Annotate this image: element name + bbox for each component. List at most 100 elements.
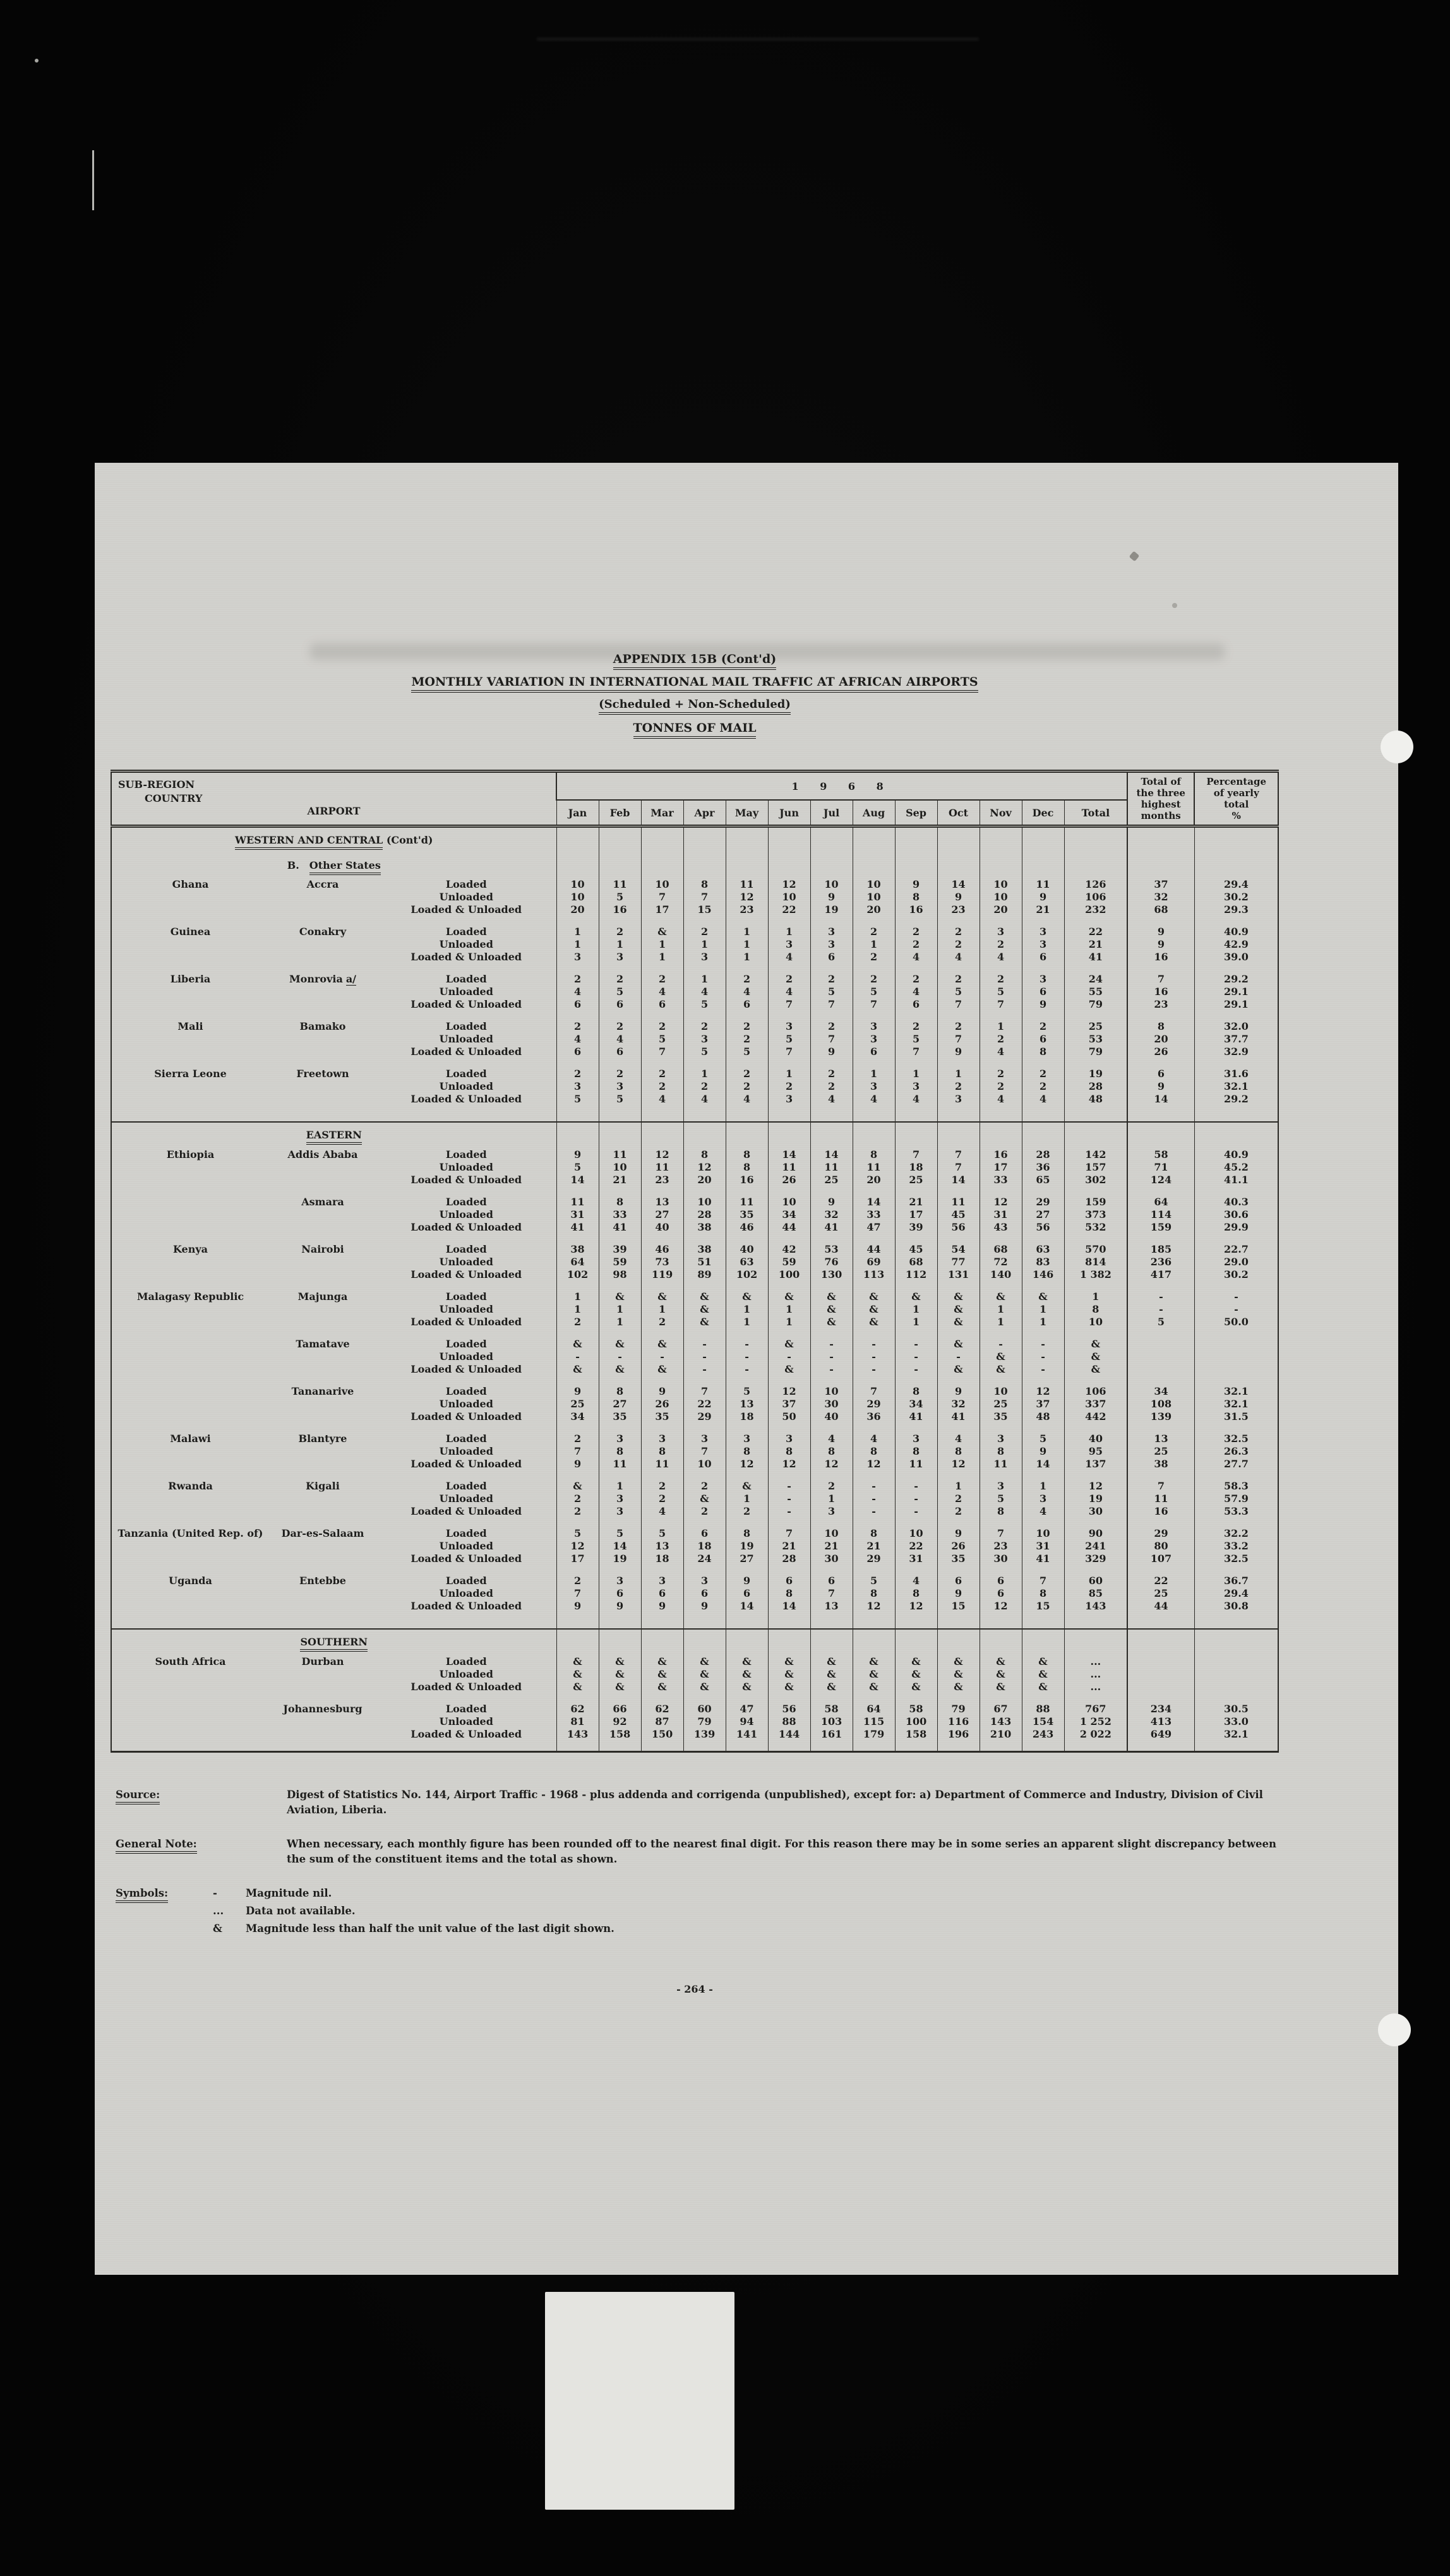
month-value-cell: 8 [598,1385,642,1398]
percentage-cell: 45.2 [1194,1160,1279,1174]
three-highest-cell: 9 [1127,925,1195,938]
month-value-cell: 3 [852,1020,896,1033]
three-highest-cell: 16 [1127,985,1195,998]
month-value-cell: & [979,1290,1022,1303]
month-value-cell: 11 [979,1457,1022,1470]
month-value-cell: 11 [598,1457,642,1470]
section-month-cell [810,1121,853,1148]
section-month-cell [556,826,599,853]
gap-month-cell [810,1375,853,1385]
month-value-cell: 4 [894,985,938,998]
percentage-cell: 32.1 [1194,1727,1279,1741]
gap-month-cell [894,1470,938,1480]
symbol-meaning: Data not available. [246,1904,356,1917]
month-value-cell: 9 [810,1045,853,1058]
gap-month-cell [894,1105,938,1122]
table-row: Loaded & Unloaded 5 5 4 4 4 3 4 4 4 3 4 4 48 14 29.2 [111,1092,1279,1106]
subsection-month-cell [937,852,980,878]
month-value-cell: 2 [725,1020,769,1033]
percentage-cell: 29.1 [1194,985,1279,998]
table-row: Tananarive Loaded 9 8 9 7 5 12 10 7 8 9 10 12 106 34 32.… [111,1385,1279,1398]
three-highest-cell: 26 [1127,1045,1195,1058]
three-highest-header: Total of the three highest months [1127,771,1195,828]
film-speck [35,59,39,63]
month-value-cell: 6 [767,1574,811,1587]
percentage-cell: 26.3 [1194,1445,1279,1458]
month-value-cell: & [937,1680,980,1693]
month-value-cell: 12 [725,890,769,903]
total-header: Total [1064,800,1128,828]
month-value-cell: 2 [640,1067,684,1080]
percentage-cell: 30.2 [1194,1268,1279,1281]
month-value-cell: 2 [725,1080,769,1093]
month-value-cell: 25 [979,1397,1022,1410]
month-value-cell: 3 [979,1432,1022,1445]
month-value-cell: 158 [894,1727,938,1741]
month-value-cell: 3 [810,1505,853,1518]
month-header: Aug [852,800,896,828]
three-highest-cell: 32 [1127,890,1195,903]
total-cell: 159 [1064,1195,1128,1208]
month-value-cell: 12 [556,1539,599,1553]
month-value-cell: 8 [979,1505,1022,1518]
airport-cell [269,1221,376,1234]
month-value-cell: & [810,1655,853,1668]
country-cell: Liberia [170,972,211,985]
gap-month-cell [852,1565,896,1575]
source-row: Source: Digest of Statistics No. 144, Ai… [116,1787,1375,1818]
percentage-cell: 33.2 [1194,1539,1279,1553]
month-value-cell: 3 [640,1432,684,1445]
month-value-cell: 131 [937,1268,980,1281]
page-speck [1172,603,1177,608]
gap-month-cell [725,1740,769,1752]
gap-month-cell [556,963,599,973]
section-month-cell [725,1121,769,1148]
country-cell [111,1161,269,1174]
gap-month-cell [767,1105,811,1122]
subsection-title-row: B. Other States [111,852,1279,878]
month-value-cell: & [894,1680,938,1693]
gap-month-cell [937,1565,980,1575]
category-cell: Loaded [445,1385,487,1397]
gap-month-cell [1021,1186,1065,1196]
gap-month-cell [598,1740,642,1752]
month-value-cell: 38 [683,1243,726,1256]
month-value-cell: - [894,1479,938,1493]
gap-total-cell [1064,1517,1128,1527]
three-highest-cell: 25 [1127,1445,1195,1458]
gap-month-cell [1021,1422,1065,1433]
month-value-cell: 41 [810,1220,853,1234]
three-highest-cell: - [1127,1303,1195,1316]
month-value-cell: 2 [894,925,938,938]
month-value-cell: 1 [1021,1479,1065,1493]
month-value-cell: & [683,1680,726,1693]
month-value-cell: & [640,1290,684,1303]
month-value-cell: 2 [725,1505,769,1518]
month-value-cell: & [1021,1655,1065,1668]
month-value-cell: 3 [937,1092,980,1106]
category-cell: Loaded & Unloaded [410,1410,522,1422]
month-value-cell: 37 [767,1397,811,1410]
percentage-cell: 42.9 [1194,938,1279,951]
month-value-cell: 3 [1021,1492,1065,1505]
group-gap-row [111,1233,1279,1243]
month-value-cell: - [1021,1363,1065,1376]
airport-cell: Freetown [296,1067,349,1080]
month-value-cell: 1 [683,1067,726,1080]
month-value-cell: - [810,1350,853,1363]
month-value-cell: 10 [810,878,853,891]
month-value-cell: 1 [767,1315,811,1328]
table-row: Loaded & Unloaded 102 98 119 89 102 100 130 113 1… [111,1268,1279,1281]
month-value-cell: - [767,1479,811,1493]
month-value-cell: 113 [852,1268,896,1281]
month-value-cell: 143 [556,1727,599,1741]
gap-month-cell [810,1693,853,1703]
gap-month-cell [683,1280,726,1291]
gap-month-cell [810,1740,853,1752]
month-value-cell: & [683,1667,726,1681]
gap-cell [111,963,556,973]
gap-month-cell [683,1375,726,1385]
three-highest-cell: 7 [1127,1479,1195,1493]
country-cell [111,1703,269,1715]
three-highest-cell [1127,1655,1195,1668]
